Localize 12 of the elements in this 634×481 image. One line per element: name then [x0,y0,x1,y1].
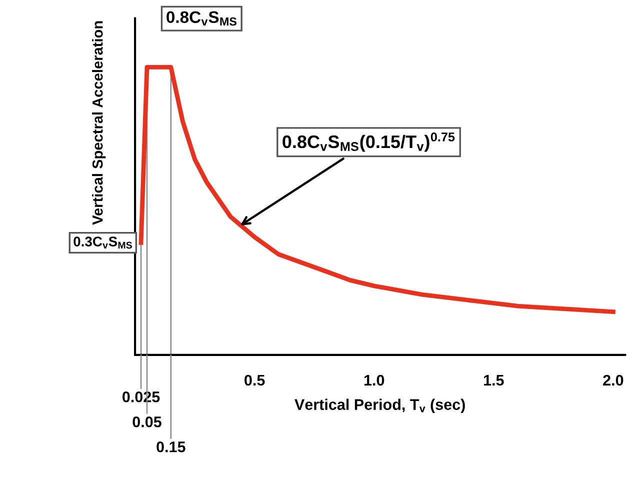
annotation: 0.8C$_{v}$S$_{MS}$ [166,11,236,26]
x-axis-title: Vertical Period, T$_{v}$ (sec) [294,398,465,413]
annotation: 0.05 [132,416,162,428]
annotation: 0.15 [156,441,186,452]
annotation: 0.025 [122,391,160,402]
x-tick-label: 2.0 [603,374,624,386]
x-tick-label: 1.5 [484,374,504,386]
x-tick-label: 1.0 [364,374,384,386]
annotation: 0.8C$_{v}$S$_{MS}$(0.15/T$_{v}$)$^{0.75}$ [282,132,455,152]
y-axis-title: Vertical Spectral Acceleration [92,21,106,225]
x-tick-label: 0.5 [244,374,265,386]
annotation: 0.3C$_{v}$S$_{MS}$ [74,236,132,249]
